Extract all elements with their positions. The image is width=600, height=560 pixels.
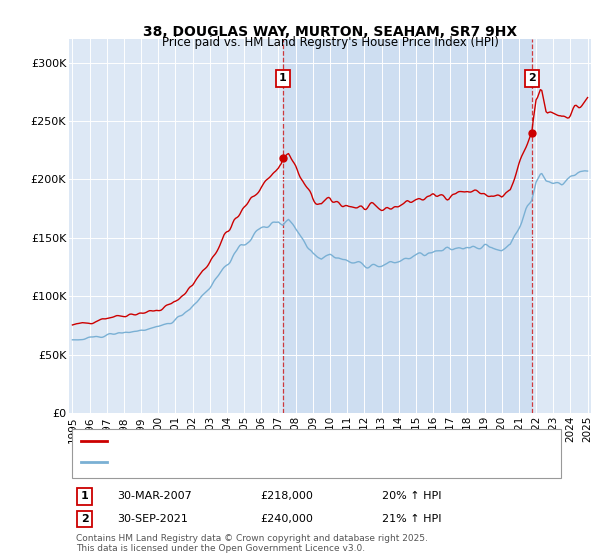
Text: 2: 2	[81, 514, 89, 524]
Text: Price paid vs. HM Land Registry's House Price Index (HPI): Price paid vs. HM Land Registry's House …	[161, 36, 499, 49]
FancyBboxPatch shape	[73, 430, 562, 478]
Text: 1: 1	[81, 491, 89, 501]
Text: 20% ↑ HPI: 20% ↑ HPI	[382, 491, 442, 501]
Text: £218,000: £218,000	[260, 491, 313, 501]
Text: 30-MAR-2007: 30-MAR-2007	[117, 491, 191, 501]
Text: 2: 2	[528, 73, 536, 83]
Text: 38, DOUGLAS WAY, MURTON, SEAHAM, SR7 9HX: 38, DOUGLAS WAY, MURTON, SEAHAM, SR7 9HX	[143, 25, 517, 39]
Text: 21% ↑ HPI: 21% ↑ HPI	[382, 514, 442, 524]
Bar	[283, 39, 532, 413]
Text: HPI: Average price, detached house, County Durham: HPI: Average price, detached house, Coun…	[113, 458, 388, 468]
Text: £240,000: £240,000	[260, 514, 313, 524]
Text: 30-SEP-2021: 30-SEP-2021	[117, 514, 188, 524]
Text: Contains HM Land Registry data © Crown copyright and database right 2025.
This d: Contains HM Land Registry data © Crown c…	[76, 534, 428, 553]
Text: 38, DOUGLAS WAY, MURTON, SEAHAM, SR7 9HX (detached house): 38, DOUGLAS WAY, MURTON, SEAHAM, SR7 9HX…	[113, 436, 458, 446]
Text: 1: 1	[279, 73, 287, 83]
